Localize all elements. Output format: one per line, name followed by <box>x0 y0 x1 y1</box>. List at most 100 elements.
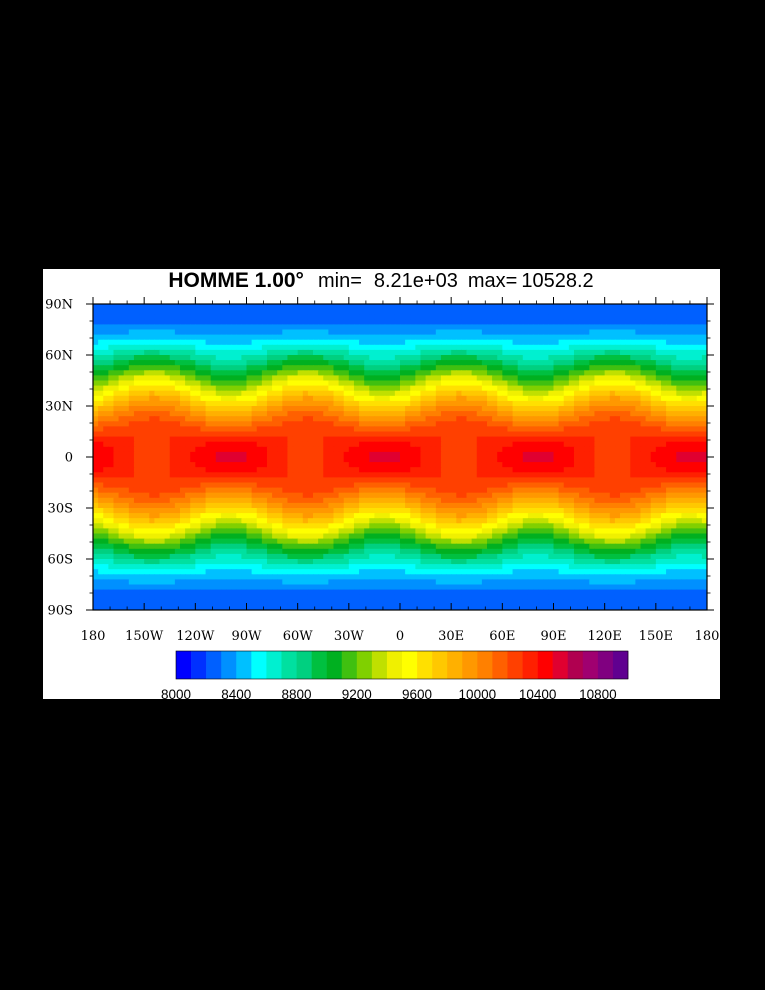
field-cell <box>604 380 611 387</box>
field-cell <box>200 472 207 478</box>
field-cell <box>139 508 145 514</box>
field-cell <box>195 355 202 361</box>
field-cell <box>394 467 401 473</box>
field-cell <box>261 502 268 509</box>
field-cell <box>553 487 560 494</box>
field-cell <box>292 457 299 463</box>
field-cell <box>282 482 289 489</box>
field-cell <box>512 502 519 509</box>
field-cell <box>266 329 273 336</box>
field-cell <box>502 380 509 387</box>
field-cell <box>144 406 150 412</box>
field-cell <box>123 513 130 519</box>
field-cell <box>282 502 289 509</box>
field-cell <box>573 329 580 336</box>
field-cell <box>415 334 422 341</box>
field-cell <box>272 472 278 478</box>
field-cell <box>379 411 386 417</box>
field-cell <box>128 375 135 382</box>
field-cell <box>599 482 606 489</box>
field-cell <box>282 487 289 494</box>
field-cell <box>241 380 248 387</box>
field-cell <box>614 416 621 422</box>
field-cell <box>696 406 703 412</box>
field-cell <box>133 314 140 320</box>
field-cell <box>548 375 555 382</box>
field-cell <box>548 467 555 473</box>
field-cell <box>348 370 355 376</box>
field-cell <box>277 309 283 315</box>
field-cell <box>604 492 611 499</box>
field-cell <box>241 339 248 346</box>
field-cell <box>497 416 503 422</box>
field-cell <box>103 457 109 463</box>
field-cell <box>389 329 396 336</box>
field-cell <box>282 457 289 463</box>
field-cell <box>625 416 631 422</box>
field-cell <box>681 421 688 427</box>
field-cell <box>696 441 703 448</box>
field-cell <box>261 487 268 494</box>
field-cell <box>471 462 478 468</box>
field-cell <box>369 502 376 509</box>
field-cell <box>635 467 642 473</box>
field-cell <box>266 344 273 351</box>
field-cell <box>440 497 447 504</box>
field-cell <box>548 355 555 361</box>
field-cell <box>384 375 391 382</box>
field-cell <box>185 334 191 341</box>
field-cell <box>614 492 621 499</box>
field-cell <box>584 375 590 382</box>
field-cell <box>343 380 350 387</box>
field-cell <box>302 329 309 336</box>
field-cell <box>502 344 509 351</box>
field-cell <box>144 513 150 519</box>
field-cell <box>538 390 544 397</box>
field-cell <box>103 513 109 519</box>
field-cell <box>630 400 636 407</box>
field-cell <box>318 477 324 484</box>
field-cell <box>236 451 242 458</box>
field-cell <box>609 339 616 346</box>
field-cell <box>364 319 370 325</box>
field-cell <box>553 329 560 336</box>
field-cell <box>98 451 104 458</box>
field-cell <box>282 360 289 366</box>
field-cell <box>492 339 498 346</box>
field-cell <box>292 375 299 382</box>
field-cell <box>226 370 232 376</box>
field-cell <box>476 324 483 331</box>
field-cell <box>282 426 289 433</box>
field-cell <box>236 416 242 422</box>
field-cell <box>98 385 104 392</box>
field-cell <box>553 431 560 438</box>
field-cell <box>625 395 631 402</box>
field-cell <box>174 390 181 397</box>
field-cell <box>190 497 196 504</box>
field-cell <box>313 365 319 371</box>
field-cell <box>210 462 217 468</box>
field-cell <box>328 487 335 494</box>
field-cell <box>287 472 294 478</box>
field-cell <box>164 339 171 346</box>
field-cell <box>640 355 647 361</box>
field-cell <box>307 502 314 509</box>
field-cell <box>614 477 621 484</box>
field-cell <box>302 390 309 397</box>
field-cell <box>379 431 386 438</box>
field-cell <box>604 467 611 473</box>
field-cell <box>164 365 171 371</box>
field-cell <box>507 411 514 417</box>
field-cell <box>93 487 99 494</box>
field-cell <box>486 502 493 509</box>
field-cell <box>302 349 309 356</box>
field-cell <box>620 477 626 484</box>
field-cell <box>333 365 340 371</box>
field-cell <box>369 426 376 433</box>
field-cell <box>451 477 457 484</box>
field-cell <box>266 431 273 438</box>
field-cell <box>389 421 396 427</box>
field-cell <box>302 497 309 504</box>
field-cell <box>210 375 217 382</box>
field-cell <box>159 441 166 448</box>
